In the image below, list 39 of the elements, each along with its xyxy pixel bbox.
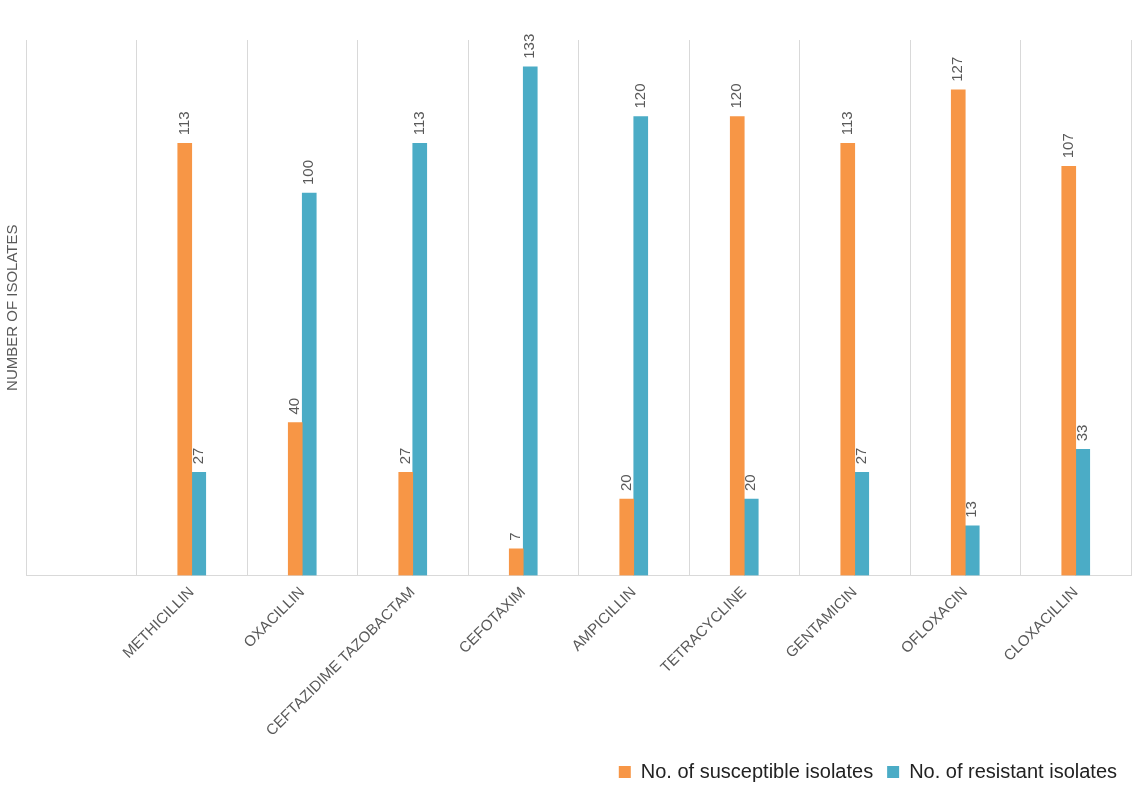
data-label: 33 xyxy=(1072,424,1090,442)
data-label: 127 xyxy=(948,56,966,82)
bar xyxy=(964,525,980,576)
data-label: 7 xyxy=(506,532,524,541)
bar xyxy=(522,66,538,576)
data-label: 120 xyxy=(727,83,745,109)
legend-label: No. of resistant isolates xyxy=(909,759,1117,782)
data-label: 27 xyxy=(395,447,413,465)
data-label: 20 xyxy=(741,474,759,491)
data-label: 27 xyxy=(188,447,206,465)
data-label: 113 xyxy=(837,111,855,136)
bar xyxy=(619,498,635,576)
data-label: 113 xyxy=(174,111,192,136)
bar xyxy=(398,471,414,576)
bar xyxy=(729,116,745,576)
bar xyxy=(840,142,856,576)
bar xyxy=(191,471,207,576)
bar xyxy=(633,116,649,576)
data-label: 120 xyxy=(630,83,648,109)
bar xyxy=(287,422,303,576)
bar xyxy=(301,192,317,576)
y-axis-title: NUMBER OF ISOLATES xyxy=(3,224,21,391)
data-label: 113 xyxy=(409,111,427,136)
bar xyxy=(950,89,966,576)
bar xyxy=(854,471,870,576)
bar xyxy=(743,498,759,576)
bar xyxy=(177,142,193,576)
bar xyxy=(412,142,428,576)
data-label: 133 xyxy=(520,33,538,59)
data-label: 20 xyxy=(616,474,634,491)
data-label: 13 xyxy=(962,501,980,518)
data-label: 27 xyxy=(851,447,869,465)
legend-label: No. of susceptible isolates xyxy=(640,759,874,782)
data-label: 40 xyxy=(285,397,303,415)
data-label: 107 xyxy=(1058,133,1076,159)
bar xyxy=(508,548,524,576)
bar xyxy=(1075,448,1091,576)
bar xyxy=(1061,165,1077,576)
data-label: 100 xyxy=(299,159,317,185)
